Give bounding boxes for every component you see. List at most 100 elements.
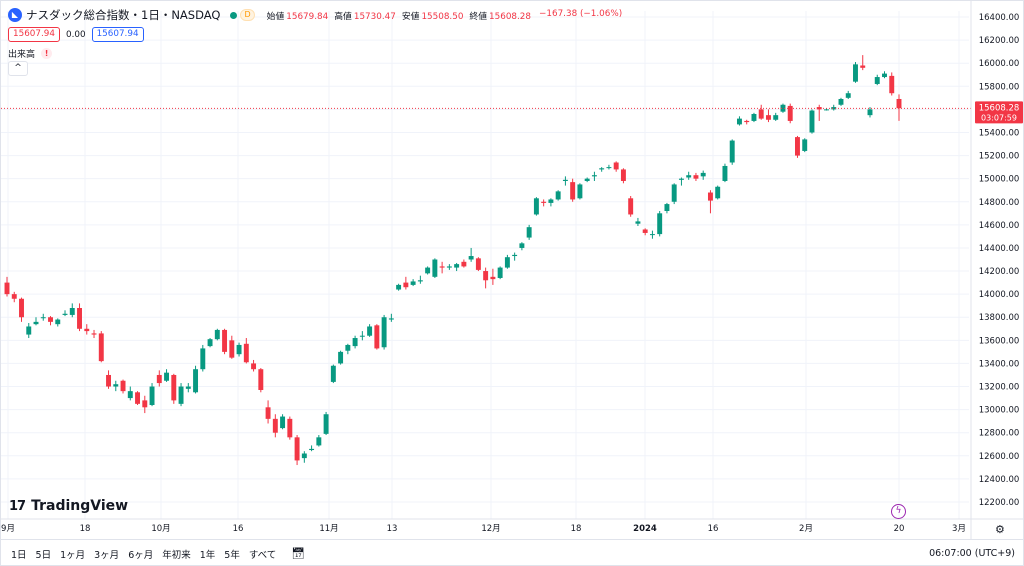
candle-body bbox=[178, 386, 184, 404]
sell-button[interactable]: 15607.94 bbox=[8, 27, 60, 42]
candle bbox=[330, 364, 336, 384]
candle bbox=[657, 211, 663, 237]
candle-body bbox=[649, 234, 655, 236]
watermark-text: TradingView bbox=[31, 498, 129, 514]
candle bbox=[272, 414, 278, 438]
timeframe-1y[interactable]: 1年 bbox=[199, 549, 216, 561]
time-axis[interactable]: 9月 18 10月 16 11月 13 12月 18 2024 16 2月 20 3月 bbox=[1, 518, 1024, 534]
candle bbox=[686, 171, 692, 180]
change-value: −167.38 (−1.06%) bbox=[539, 8, 623, 19]
candle-body bbox=[323, 414, 329, 434]
time-tick-label: 10月 bbox=[151, 524, 170, 534]
price-tick-label: 16200.00 bbox=[979, 36, 1020, 46]
candle-body bbox=[664, 204, 670, 211]
candle-body bbox=[468, 256, 474, 260]
candle-body bbox=[736, 118, 742, 125]
time-tick-label: 2024 bbox=[633, 524, 657, 534]
candle-body bbox=[874, 77, 880, 84]
candle bbox=[882, 71, 887, 79]
candle-body bbox=[765, 115, 771, 120]
timeframe-5d[interactable]: 5日 bbox=[35, 549, 52, 561]
close-field: 終値 15608.28 bbox=[469, 11, 532, 22]
warning-icon[interactable]: ! bbox=[41, 48, 53, 59]
candle bbox=[831, 104, 837, 111]
candle-body bbox=[526, 227, 532, 238]
clock-timezone[interactable]: 06:07:00 (UTC+9) bbox=[929, 548, 1015, 559]
candle-body bbox=[222, 329, 228, 352]
candle-body bbox=[265, 407, 271, 419]
candle bbox=[722, 163, 728, 183]
candle bbox=[251, 359, 257, 372]
candle bbox=[62, 310, 68, 317]
candle bbox=[388, 313, 394, 322]
price-axis[interactable]: 16400.0016200.0016000.0015800.0015600.00… bbox=[970, 1, 1020, 539]
candle bbox=[367, 324, 373, 337]
candle bbox=[715, 185, 721, 200]
candle bbox=[127, 386, 133, 401]
ohlc-values: 始値 15679.84 高値 15730.47 安値 15508.50 終値 15608… bbox=[267, 9, 623, 22]
timeframe-1m[interactable]: 1ヶ月 bbox=[60, 549, 86, 561]
timeframe-6m[interactable]: 6ヶ月 bbox=[128, 549, 154, 561]
candles-layer bbox=[4, 55, 902, 466]
candle-body bbox=[613, 162, 619, 170]
lightning-icon[interactable]: ϟ bbox=[891, 504, 906, 519]
candle-body bbox=[475, 258, 481, 270]
low-field: 安値 15508.50 bbox=[401, 11, 464, 22]
candle-body bbox=[722, 165, 728, 181]
candle-body bbox=[454, 264, 460, 268]
candle bbox=[533, 197, 539, 216]
timeframe-ytd[interactable]: 年初来 bbox=[162, 549, 191, 561]
candle bbox=[77, 303, 82, 332]
volume-indicator[interactable]: 出来高 ! bbox=[8, 47, 53, 60]
timeframe-all[interactable]: すべて bbox=[248, 549, 277, 561]
timeframe-5y[interactable]: 5年 bbox=[224, 549, 240, 561]
candle bbox=[795, 135, 800, 158]
price-chart[interactable]: 16400.0016200.0016000.0015800.0015600.00… bbox=[1, 1, 1024, 539]
candle-body bbox=[77, 308, 82, 329]
candle bbox=[620, 168, 626, 184]
candle-body bbox=[867, 109, 873, 116]
time-tick-label: 2月 bbox=[799, 524, 813, 534]
candle-body bbox=[120, 380, 126, 392]
buy-button[interactable]: 15607.94 bbox=[91, 27, 144, 42]
candle-body bbox=[802, 139, 808, 151]
tradingview-watermark[interactable]: 17 TradingView bbox=[9, 498, 128, 514]
candle-body bbox=[853, 64, 858, 82]
candle bbox=[628, 195, 634, 217]
tradingview-logo-icon: 17 bbox=[9, 498, 26, 514]
candle-body bbox=[599, 168, 605, 170]
candle bbox=[265, 400, 271, 424]
symbol-title[interactable]: ナスダック総合指数・1日・NASDAQ bbox=[26, 8, 221, 22]
candle bbox=[577, 183, 583, 200]
candle-body bbox=[657, 213, 663, 235]
candle-body bbox=[33, 321, 39, 325]
candle-body bbox=[490, 276, 496, 280]
candle-body bbox=[287, 418, 293, 438]
candle bbox=[352, 335, 358, 349]
candle-body bbox=[396, 284, 402, 290]
candle-body bbox=[773, 115, 779, 120]
collapse-legend-button[interactable]: ^ bbox=[8, 61, 28, 76]
timeframe-3m[interactable]: 3ヶ月 bbox=[94, 549, 120, 561]
time-tick-label: 18 bbox=[571, 524, 582, 534]
candle-body bbox=[425, 267, 431, 274]
candle bbox=[243, 338, 249, 364]
candle bbox=[693, 172, 699, 181]
candle-body bbox=[62, 313, 68, 315]
candle-body bbox=[345, 344, 351, 351]
candle-body bbox=[40, 317, 46, 319]
calendar-range-icon[interactable]: 📅︎ bbox=[291, 547, 306, 560]
candle-body bbox=[541, 201, 547, 203]
bottom-toolbar: 1日 5日 1ヶ月 3ヶ月 6ヶ月 年初来 1年 5年 すべて 📅︎ 06:07… bbox=[1, 539, 1024, 566]
candle-body bbox=[200, 348, 206, 370]
candle-body bbox=[135, 392, 141, 404]
market-status-icon bbox=[230, 11, 238, 19]
gear-icon[interactable]: ⚙ bbox=[995, 523, 1005, 536]
candle bbox=[410, 279, 416, 287]
timeframe-1d[interactable]: 1日 bbox=[11, 549, 27, 561]
candle-body bbox=[417, 280, 423, 282]
candle bbox=[700, 170, 706, 180]
candle bbox=[512, 252, 518, 261]
candle-body bbox=[98, 333, 104, 362]
candle-body bbox=[693, 175, 699, 179]
